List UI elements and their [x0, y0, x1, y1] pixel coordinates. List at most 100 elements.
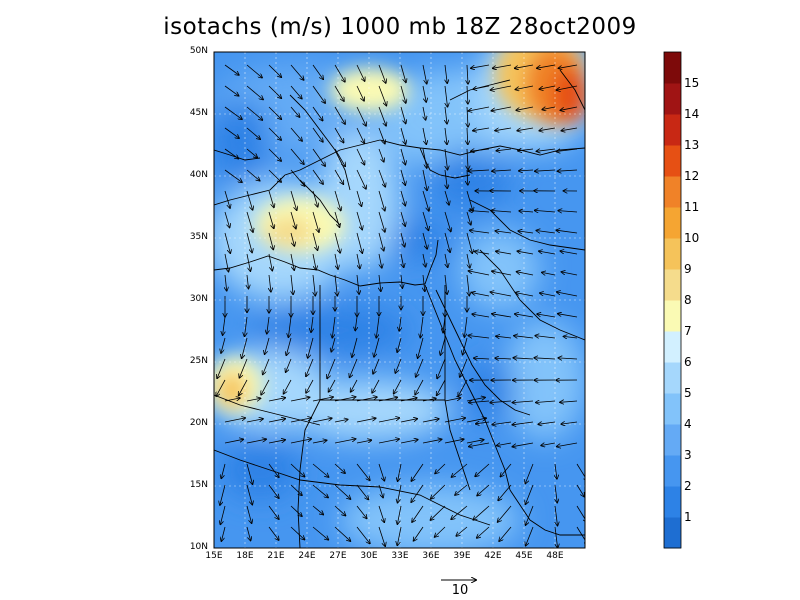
wind-arrow	[495, 231, 512, 233]
wind-arrow	[468, 336, 490, 339]
wind-arrow	[268, 505, 279, 519]
wind-arrow	[400, 127, 406, 144]
wind-arrow	[497, 443, 512, 446]
wind-arrow	[558, 64, 578, 68]
colorbar-segment	[664, 424, 681, 456]
wind-arrow	[334, 505, 346, 516]
wind-arrow	[534, 358, 556, 359]
lon-label: 21E	[267, 551, 285, 561]
wind-arrow	[560, 401, 578, 402]
wind-arrow	[476, 422, 490, 424]
wind-arrow	[558, 170, 578, 171]
wind-arrow	[558, 314, 578, 318]
colorbar-segment	[664, 207, 681, 239]
wind-arrow	[431, 484, 446, 499]
wind-vectors	[216, 64, 585, 548]
wind-arrow	[378, 397, 397, 402]
wind-arrow	[445, 274, 447, 294]
lat-label: 10N	[189, 542, 208, 552]
wind-arrow	[217, 358, 226, 378]
wind-arrow	[246, 484, 252, 505]
wind-arrow	[557, 85, 578, 90]
wind-arrow	[356, 397, 377, 402]
wind-arrow	[334, 419, 348, 422]
colorbar-label: 5	[684, 386, 692, 400]
colorbar-label: 1	[684, 510, 692, 524]
wind-arrow	[555, 463, 557, 479]
lon-label: 45E	[515, 551, 533, 561]
wind-arrow	[400, 169, 405, 185]
wind-arrow	[268, 440, 285, 444]
wind-arrow	[514, 336, 534, 338]
wind-arrow	[224, 232, 230, 253]
wind-arrow	[456, 526, 468, 536]
colorbar	[663, 51, 682, 549]
wind-arrow	[378, 418, 399, 423]
wind-arrow	[416, 358, 424, 377]
wind-arrow	[290, 106, 300, 117]
wind-arrow	[221, 337, 226, 353]
wind-arrow	[515, 314, 534, 318]
wind-arrow	[397, 526, 402, 545]
lon-label: 36E	[422, 551, 440, 561]
wind-arrow	[334, 439, 356, 444]
wind-arrow	[246, 85, 263, 100]
wind-arrow	[535, 336, 556, 338]
wind-arrow	[312, 127, 323, 142]
wind-arrow	[221, 463, 226, 478]
wind-arrow	[512, 401, 534, 403]
wind-arrow	[312, 440, 327, 443]
wind-arrow	[246, 419, 263, 423]
wind-arrow	[378, 127, 385, 144]
wind-arrow	[334, 148, 345, 166]
wind-arrow	[247, 274, 249, 289]
wind-arrow	[469, 211, 490, 213]
wind-arrow	[556, 230, 578, 234]
wind-arrow	[355, 316, 357, 331]
wind-arrow	[495, 127, 512, 131]
wind-arrow	[537, 314, 556, 318]
wind-arrow	[564, 336, 578, 338]
wind-arrow	[525, 484, 534, 504]
wind-arrow	[561, 127, 578, 131]
wind-arrow	[312, 85, 325, 103]
wind-arrow	[399, 316, 401, 331]
wind-arrow	[268, 253, 272, 271]
wind-arrow	[286, 358, 292, 372]
wind-arrow	[378, 106, 386, 126]
wind-arrow	[378, 148, 384, 162]
wind-arrow	[223, 316, 225, 335]
wind-arrow	[332, 316, 336, 338]
wind-arrow	[246, 439, 266, 444]
wind-arrow	[472, 293, 490, 297]
wind-arrow	[477, 526, 490, 538]
wind-arrow	[464, 316, 468, 337]
wind-arrow	[400, 85, 406, 103]
colorbar-label: 6	[684, 355, 692, 369]
wind-arrow	[312, 190, 318, 207]
lon-label: 30E	[360, 551, 378, 561]
wind-arrow	[411, 484, 424, 502]
wind-arrow	[225, 274, 227, 291]
wind-arrow	[334, 484, 351, 499]
wind-arrow	[422, 232, 427, 249]
colorbar-label: 3	[684, 448, 692, 462]
wind-arrow	[356, 169, 366, 189]
wind-arrow	[224, 398, 240, 402]
wind-arrow	[268, 169, 281, 182]
wind-arrow	[398, 484, 402, 503]
wind-arrow	[517, 251, 534, 255]
wind-arrow	[395, 358, 402, 373]
wind-arrow	[245, 316, 248, 336]
wind-arrow	[378, 484, 383, 498]
wind-arrow	[422, 64, 427, 84]
wind-arrow	[288, 316, 292, 337]
wind-arrow	[495, 358, 512, 359]
wind-arrow	[422, 439, 442, 444]
lat-label: 45N	[189, 108, 208, 118]
reference-vector-label: 10	[451, 583, 469, 598]
wind-arrow	[466, 232, 472, 253]
colorbar-segment	[664, 455, 681, 487]
wind-arrow	[268, 419, 285, 423]
wind-arrow	[356, 463, 370, 480]
